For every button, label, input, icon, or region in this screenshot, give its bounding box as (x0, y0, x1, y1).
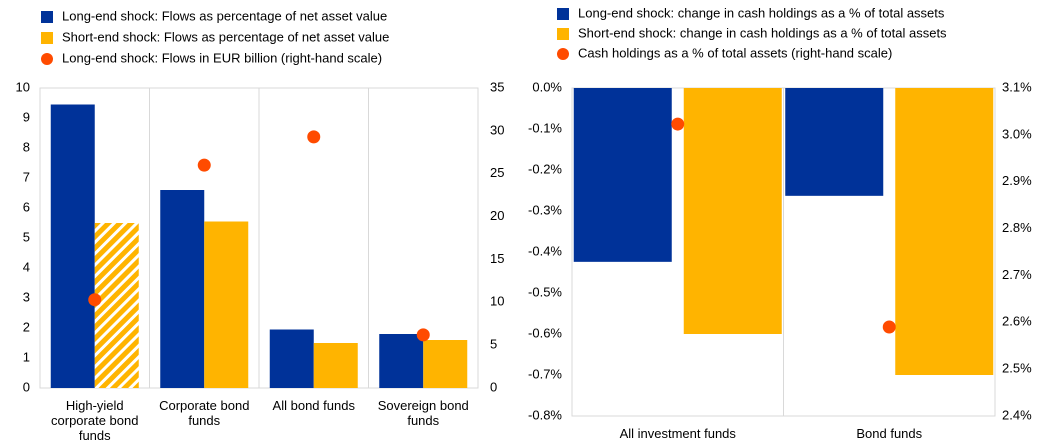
x-tick-label: Sovereign bond funds (377, 398, 469, 428)
x-tick-label: All investment funds (619, 426, 736, 441)
y-tick-label: 5 (23, 229, 30, 244)
y-tick-label: 10 (16, 79, 30, 94)
y-tick-label: 7 (23, 169, 30, 184)
dot (416, 328, 430, 342)
bar (423, 340, 468, 388)
y2-tick-label: 3.1% (1002, 79, 1032, 94)
y-tick-label: -0.3% (528, 202, 562, 217)
bar (895, 88, 994, 375)
legend-label: Short-end shock: Flows as percentage of … (62, 29, 389, 44)
legend-label: Short-end shock: change in cash holdings… (578, 25, 947, 40)
bar (94, 223, 139, 388)
y2-tick-label: 30 (490, 122, 504, 137)
y2-tick-label: 2.9% (1002, 173, 1032, 188)
y-tick-label: -0.4% (528, 243, 562, 258)
y-tick-label: 8 (23, 139, 30, 154)
y-tick-label: -0.2% (528, 161, 562, 176)
legend-marker (41, 53, 53, 65)
x-tick-label: Bond funds (856, 426, 923, 441)
legend-label: Long-end shock: Flows in EUR billion (ri… (62, 50, 382, 65)
legend-label: Long-end shock: Flows as percentage of n… (62, 8, 387, 23)
bar (160, 190, 205, 388)
y-tick-label: 0 (23, 379, 30, 394)
y2-tick-label: 25 (490, 165, 504, 180)
y2-tick-label: 3.0% (1002, 126, 1032, 141)
y-tick-label: 1 (23, 349, 30, 364)
y2-tick-label: 20 (490, 208, 504, 223)
y2-tick-label: 2.8% (1002, 220, 1032, 235)
bar (379, 334, 424, 388)
y-tick-label: 6 (23, 199, 30, 214)
legend-marker (557, 48, 569, 60)
bar (269, 329, 314, 388)
x-tick-label: Corporate bond funds (159, 398, 250, 428)
legend-marker (557, 8, 569, 20)
dot (307, 130, 321, 144)
y-tick-label: 0.0% (532, 79, 562, 94)
y2-tick-label: 2.7% (1002, 267, 1032, 282)
bar (313, 343, 358, 388)
y2-tick-label: 0 (490, 379, 497, 394)
y-tick-label: -0.6% (528, 325, 562, 340)
y-tick-label: 9 (23, 109, 30, 124)
dot (882, 320, 896, 334)
bar (573, 88, 672, 262)
y-tick-label: -0.5% (528, 284, 562, 299)
y-tick-label: -0.8% (528, 407, 562, 422)
legend-marker (41, 11, 53, 23)
legend-marker (41, 32, 53, 44)
y2-tick-label: 2.6% (1002, 314, 1032, 329)
y2-tick-label: 2.5% (1002, 361, 1032, 376)
bar (785, 88, 884, 196)
y2-tick-label: 35 (490, 79, 504, 94)
y-tick-label: -0.7% (528, 366, 562, 381)
y2-tick-label: 2.4% (1002, 407, 1032, 422)
y-tick-label: 3 (23, 289, 30, 304)
legend-marker (557, 28, 569, 40)
y-tick-label: 4 (23, 259, 30, 274)
y-tick-label: 2 (23, 319, 30, 334)
dot (197, 158, 211, 172)
x-tick-label: All bond funds (272, 398, 355, 413)
legend-label: Long-end shock: change in cash holdings … (578, 5, 945, 20)
y2-tick-label: 15 (490, 251, 504, 266)
y-tick-label: -0.1% (528, 120, 562, 135)
bar (683, 88, 782, 334)
dot (671, 117, 685, 131)
legend-label: Cash holdings as a % of total assets (ri… (578, 45, 892, 60)
dot (88, 293, 102, 307)
y2-tick-label: 5 (490, 337, 497, 352)
bar (50, 104, 95, 388)
bar (204, 221, 249, 388)
y2-tick-label: 10 (490, 294, 504, 309)
x-tick-label: High-yield corporate bond funds (51, 398, 139, 443)
